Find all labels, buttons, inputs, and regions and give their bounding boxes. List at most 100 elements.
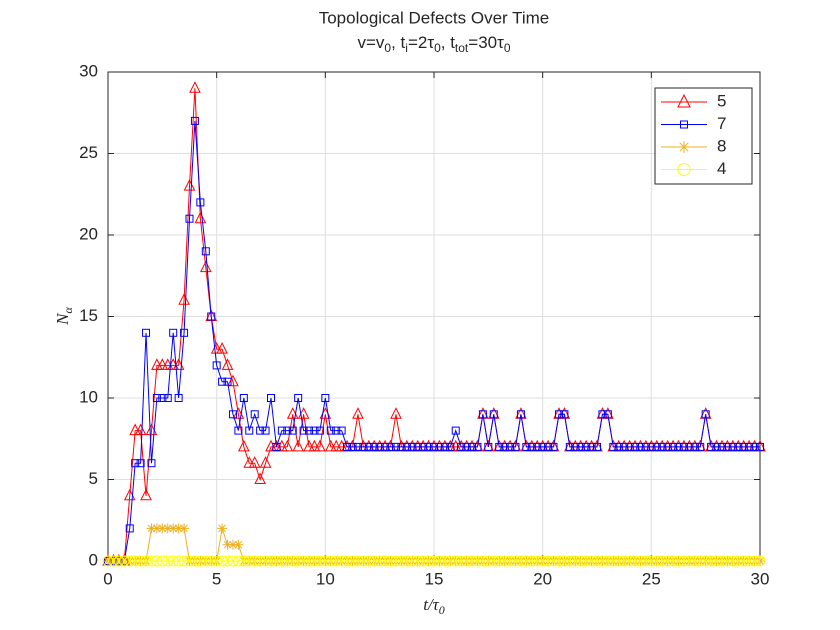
legend-marker: [677, 163, 691, 176]
marker: [205, 555, 217, 567]
marker: [314, 555, 326, 567]
marker: [553, 555, 565, 567]
marker: [173, 523, 184, 534]
marker: [196, 198, 205, 207]
marker: [194, 555, 206, 567]
marker: [413, 442, 422, 451]
marker: [227, 374, 239, 387]
marker: [712, 442, 721, 451]
legend-label: 5: [717, 91, 726, 110]
marker: [216, 555, 228, 567]
marker: [717, 442, 726, 451]
marker: [124, 555, 136, 567]
marker: [484, 442, 493, 451]
marker: [493, 555, 505, 567]
y-axis-label-part: N: [53, 312, 72, 326]
marker: [162, 555, 174, 567]
marker: [270, 555, 282, 567]
marker: [140, 488, 152, 501]
marker: [515, 555, 527, 567]
marker: [645, 555, 657, 567]
marker: [440, 442, 449, 451]
x-axis-label-part: 0: [439, 603, 445, 617]
marker: [364, 442, 373, 451]
marker: [386, 442, 395, 451]
marker: [158, 394, 167, 402]
marker: [537, 555, 549, 567]
marker: [146, 523, 157, 534]
marker: [113, 555, 125, 567]
marker: [461, 555, 473, 567]
marker: [239, 394, 248, 402]
marker: [107, 555, 119, 567]
marker: [374, 555, 386, 567]
marker: [685, 442, 694, 451]
marker: [310, 426, 319, 435]
marker: [265, 555, 277, 567]
marker: [234, 426, 243, 435]
marker: [353, 442, 362, 451]
marker: [504, 555, 516, 567]
marker: [292, 439, 304, 452]
marker: [554, 410, 563, 419]
marker: [520, 555, 532, 567]
marker: [180, 328, 189, 337]
marker: [243, 555, 255, 567]
marker: [406, 555, 418, 567]
marker: [478, 410, 487, 419]
marker: [564, 555, 576, 567]
marker: [663, 442, 672, 451]
marker: [754, 555, 766, 567]
marker: [527, 442, 536, 451]
y-tick-label: 10: [79, 387, 98, 406]
marker: [259, 456, 272, 468]
marker: [482, 555, 494, 567]
marker: [217, 523, 228, 534]
marker: [136, 459, 145, 468]
marker: [248, 456, 261, 468]
marker: [694, 555, 706, 567]
y-axis-label-part: α: [61, 306, 75, 313]
marker: [690, 442, 699, 451]
marker: [401, 555, 413, 567]
marker: [700, 555, 712, 567]
marker: [397, 442, 406, 451]
marker: [455, 555, 467, 567]
marker: [190, 116, 199, 125]
marker: [506, 442, 515, 451]
marker: [157, 523, 168, 534]
marker: [603, 410, 612, 419]
marker: [288, 426, 297, 435]
marker: [216, 341, 228, 354]
marker: [363, 555, 375, 567]
marker: [168, 523, 179, 534]
marker: [549, 442, 558, 451]
marker: [636, 442, 645, 451]
marker: [287, 555, 299, 567]
marker: [631, 442, 640, 451]
marker: [390, 555, 402, 567]
marker: [444, 555, 456, 567]
marker: [212, 361, 221, 370]
marker: [739, 442, 748, 451]
marker: [560, 410, 569, 419]
marker: [368, 555, 380, 567]
y-tick-label: 0: [89, 550, 98, 569]
marker: [620, 442, 629, 451]
marker: [586, 555, 598, 567]
marker: [379, 555, 391, 567]
marker: [218, 377, 227, 386]
marker: [625, 442, 634, 451]
marker: [102, 555, 114, 567]
marker: [145, 555, 157, 567]
marker: [423, 555, 435, 567]
legend-marker: [677, 93, 691, 108]
marker: [662, 555, 674, 567]
x-tick-label: 30: [751, 569, 770, 588]
marker: [548, 555, 560, 567]
marker: [385, 555, 397, 567]
marker: [734, 442, 743, 451]
marker: [260, 555, 272, 567]
chart-subtitle: v=v0, ti=2τ0, ttot=30τ0: [357, 33, 510, 55]
